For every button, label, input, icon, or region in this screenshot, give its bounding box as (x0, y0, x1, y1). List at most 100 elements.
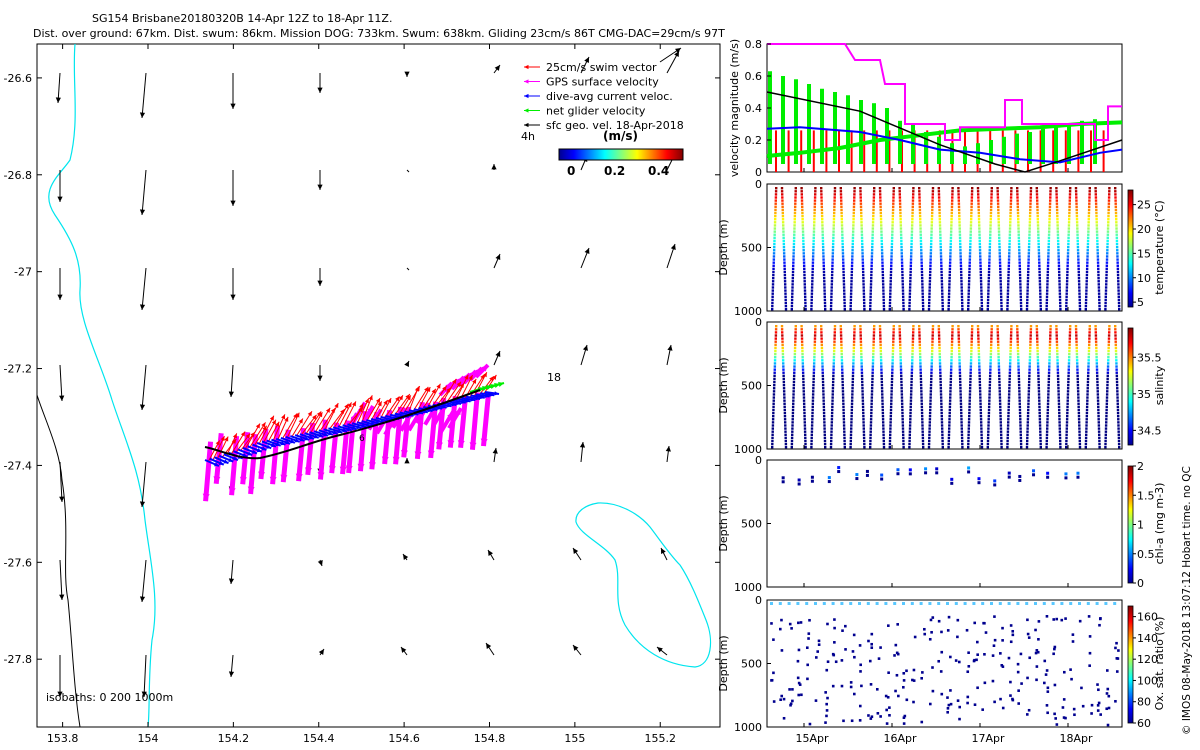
profile-sample (1096, 242, 1099, 246)
depth-ylabel: Depth (m) (717, 357, 730, 413)
profile-sample (1066, 252, 1070, 255)
profile-sample (1087, 233, 1090, 236)
profile-sample (967, 298, 970, 302)
profile-sample (861, 402, 865, 405)
profile-sample (938, 349, 941, 353)
profile-sample (803, 276, 806, 280)
profile-sample (910, 390, 913, 393)
profile-sample (889, 427, 892, 430)
profile-sample (1045, 669, 1049, 672)
profile-sample (968, 258, 972, 261)
profile-sample (1029, 202, 1032, 205)
profile-sample (803, 267, 806, 271)
profile-sample (1056, 230, 1060, 233)
profile-sample (978, 383, 982, 387)
profile-sample (899, 230, 903, 233)
profile-sample (891, 221, 894, 224)
profile-sample (987, 280, 990, 283)
profile-sample (1068, 340, 1071, 343)
profile-sample (999, 418, 1002, 421)
profile-sample (949, 387, 952, 390)
profile-sample (814, 699, 818, 702)
profile-sample (1010, 325, 1013, 328)
profile-sample (972, 659, 976, 663)
swim-vector-arrow (370, 401, 383, 421)
profile-sample (774, 346, 777, 350)
profile-sample (1087, 227, 1090, 230)
profile-sample (921, 671, 924, 674)
profile-sample (1049, 331, 1052, 334)
profile-sample (938, 359, 942, 362)
swim-vector-arrow (361, 395, 373, 423)
profile-sample (879, 359, 883, 362)
profile-sample (813, 359, 816, 362)
profile-sample (791, 430, 794, 433)
gps-velocity-line (767, 43, 1122, 141)
profile-sample (931, 325, 935, 328)
profile-sample (820, 199, 823, 202)
profile-sample (813, 205, 816, 209)
profile-sample (1085, 283, 1088, 286)
profile-sample (1077, 421, 1081, 424)
profile-sample (1058, 427, 1061, 430)
swim-vector-arrow (352, 403, 364, 425)
profile-sample (780, 328, 784, 331)
profile-sample (832, 214, 836, 218)
profile-sample (889, 295, 892, 298)
profile-sample (1077, 396, 1080, 399)
profile-sample (976, 653, 979, 656)
profile-sample (1086, 236, 1090, 240)
profile-sample (859, 193, 862, 196)
profile-sample (1009, 346, 1012, 350)
profile-sample (841, 374, 844, 378)
profile-sample (825, 714, 828, 718)
profile-sample (1068, 346, 1071, 350)
profile-sample (1107, 221, 1110, 224)
profile-sample (941, 436, 944, 440)
profile-sample (908, 304, 911, 308)
profile-sample (899, 365, 903, 368)
profile-sample (1086, 396, 1089, 399)
colorbar-tick-1: 0.2 (604, 164, 625, 178)
profile-sample (1054, 717, 1057, 720)
geo-velocity-arrow (406, 169, 410, 173)
profile-sample (842, 267, 845, 271)
profile-sample (1018, 252, 1021, 255)
profile-sample (791, 270, 795, 274)
profile-sample (801, 352, 804, 356)
profile-sample (830, 292, 833, 295)
profile-sample (844, 624, 847, 628)
profile-sample (1068, 205, 1071, 209)
profile-sample (1008, 239, 1011, 243)
profile-sample (941, 442, 944, 446)
profile-sample (802, 242, 805, 246)
profile-sample (1016, 670, 1020, 674)
profile-sample (956, 618, 960, 622)
profile-sample (1055, 337, 1059, 340)
profile-sample (968, 267, 971, 271)
time-tick-label: 15Apr (795, 732, 829, 745)
profile-sample (960, 276, 963, 280)
profile-sample (774, 193, 778, 196)
profile-sample (841, 255, 845, 258)
profile-sample (989, 233, 992, 236)
profile-sample (1000, 304, 1003, 308)
profile-sample (1007, 258, 1011, 261)
profile-sample (1026, 436, 1029, 440)
profile-sample (801, 205, 804, 209)
map-frame (36, 43, 721, 728)
profile-sample (940, 630, 943, 634)
profile-sample (790, 301, 794, 305)
profile-sample (793, 365, 796, 368)
profile-sample (900, 387, 903, 390)
depth-colorbar (1127, 327, 1134, 446)
profile-sample (929, 396, 932, 399)
profile-sample (830, 411, 834, 415)
profile-sample (921, 430, 924, 433)
profile-sample (968, 255, 972, 258)
profile-sample (977, 211, 981, 215)
profile-sample (793, 346, 797, 350)
profile-sample (813, 343, 816, 347)
profile-sample (993, 638, 997, 642)
profile-sample (1052, 652, 1055, 656)
